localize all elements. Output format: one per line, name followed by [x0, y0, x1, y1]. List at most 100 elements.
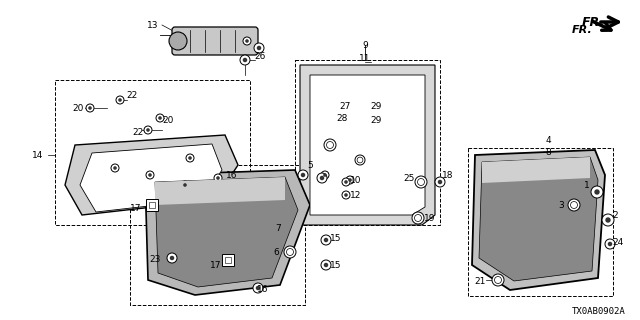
Circle shape	[495, 276, 502, 284]
Circle shape	[214, 174, 222, 182]
Circle shape	[342, 178, 350, 186]
Text: 3: 3	[558, 201, 564, 210]
Polygon shape	[65, 135, 238, 215]
Circle shape	[412, 212, 424, 224]
Bar	[146, 199, 158, 211]
Text: 2: 2	[612, 211, 618, 220]
Circle shape	[148, 173, 152, 177]
Circle shape	[435, 177, 445, 187]
Circle shape	[326, 141, 333, 148]
Circle shape	[240, 55, 250, 65]
Circle shape	[438, 180, 442, 184]
Text: 22: 22	[132, 127, 143, 137]
Circle shape	[167, 253, 177, 263]
Polygon shape	[155, 177, 298, 287]
Circle shape	[170, 256, 174, 260]
Text: 18: 18	[442, 171, 454, 180]
Text: 21: 21	[474, 277, 486, 286]
Circle shape	[301, 173, 305, 177]
Text: 17: 17	[131, 204, 141, 212]
Bar	[468, 148, 613, 296]
Circle shape	[169, 32, 187, 50]
Circle shape	[342, 191, 350, 199]
Circle shape	[88, 106, 92, 110]
Circle shape	[357, 157, 363, 163]
Text: 10: 10	[350, 175, 362, 185]
Text: FR.: FR.	[582, 15, 605, 28]
Circle shape	[111, 164, 119, 172]
Circle shape	[256, 286, 260, 290]
Circle shape	[591, 186, 603, 198]
Circle shape	[324, 263, 328, 267]
Polygon shape	[310, 75, 425, 215]
Text: 5: 5	[307, 161, 313, 170]
Bar	[149, 202, 155, 208]
Circle shape	[298, 170, 308, 180]
Text: 15: 15	[330, 260, 342, 269]
Text: TX0AB0902A: TX0AB0902A	[572, 308, 626, 316]
Circle shape	[257, 46, 261, 50]
Circle shape	[317, 173, 327, 183]
Circle shape	[324, 139, 336, 151]
Text: 12: 12	[350, 190, 362, 199]
Text: 16: 16	[257, 285, 269, 294]
Circle shape	[415, 176, 427, 188]
Circle shape	[183, 183, 187, 187]
Text: 4: 4	[545, 135, 551, 145]
Text: 6: 6	[273, 247, 279, 257]
Polygon shape	[80, 144, 222, 212]
Circle shape	[245, 39, 249, 43]
Circle shape	[320, 176, 324, 180]
Bar	[130, 165, 305, 305]
Text: 7: 7	[275, 223, 281, 233]
Circle shape	[243, 37, 251, 45]
Circle shape	[181, 181, 189, 189]
Text: 20: 20	[72, 103, 84, 113]
Text: 11: 11	[359, 53, 371, 62]
Bar	[222, 254, 234, 266]
Polygon shape	[145, 170, 310, 295]
Text: FR.: FR.	[572, 25, 593, 35]
Text: 15: 15	[330, 234, 342, 243]
Circle shape	[113, 166, 117, 170]
FancyBboxPatch shape	[172, 27, 258, 55]
Circle shape	[595, 189, 600, 195]
Circle shape	[570, 202, 577, 209]
Circle shape	[323, 173, 327, 177]
Circle shape	[355, 155, 365, 165]
Circle shape	[144, 126, 152, 134]
Circle shape	[605, 217, 611, 223]
Polygon shape	[472, 150, 605, 290]
Circle shape	[608, 242, 612, 246]
Circle shape	[321, 260, 331, 270]
Circle shape	[321, 235, 331, 245]
Text: 14: 14	[32, 150, 44, 159]
Bar	[295, 60, 440, 225]
Circle shape	[188, 156, 192, 160]
Polygon shape	[300, 65, 435, 225]
Circle shape	[254, 43, 264, 53]
Circle shape	[243, 58, 247, 62]
Circle shape	[86, 104, 94, 112]
Text: 8: 8	[545, 148, 551, 156]
Bar	[225, 257, 231, 263]
Text: 17: 17	[211, 260, 221, 269]
Circle shape	[346, 176, 354, 184]
Circle shape	[158, 116, 162, 120]
Circle shape	[344, 180, 348, 184]
Text: 26: 26	[254, 52, 266, 60]
Circle shape	[348, 178, 352, 182]
Text: 23: 23	[149, 255, 161, 265]
Text: 22: 22	[126, 91, 138, 100]
Circle shape	[186, 154, 194, 162]
Circle shape	[415, 214, 422, 221]
Text: 29: 29	[371, 101, 381, 110]
Text: 9: 9	[362, 41, 368, 50]
Circle shape	[156, 114, 164, 122]
Circle shape	[417, 179, 424, 186]
Polygon shape	[479, 157, 598, 281]
Circle shape	[568, 199, 580, 211]
Bar	[55, 80, 250, 225]
Text: 24: 24	[612, 237, 623, 246]
Text: 1: 1	[584, 180, 590, 189]
